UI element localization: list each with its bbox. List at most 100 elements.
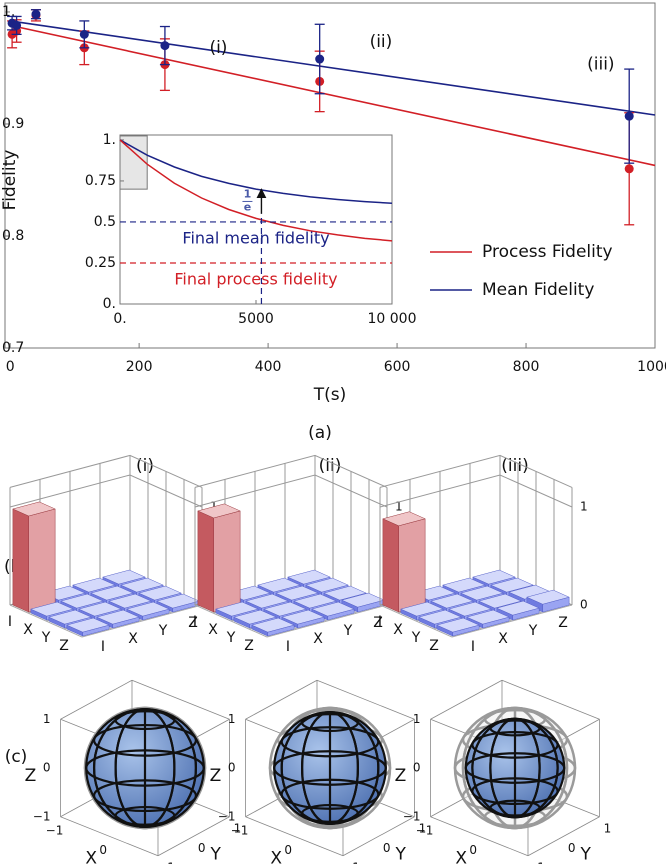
bar-face (263, 601, 307, 617)
cube-edge (342, 816, 415, 857)
x-tick-label: −1 (46, 823, 64, 837)
bar-face (472, 569, 516, 585)
axis-name: Z (210, 766, 222, 786)
cube-edge (131, 679, 230, 720)
z-tick-label: 1 (43, 712, 51, 726)
cube-edge (245, 816, 344, 857)
x-tick-label: 200 (126, 359, 153, 375)
axis-name: X (270, 848, 282, 864)
legend-label: Mean Fidelity (482, 280, 594, 300)
axis-name: Y (395, 844, 407, 864)
meridian (471, 717, 559, 819)
bar-face (30, 601, 74, 617)
bar-face (102, 569, 146, 585)
z-tick-label: 1 (413, 712, 421, 726)
wall-edge (379, 454, 573, 488)
z-tick-label: −1 (218, 809, 236, 823)
cube-edge (157, 816, 230, 857)
row-axis-label: I (378, 614, 382, 630)
wall-grid (379, 474, 573, 508)
meridian (280, 711, 380, 825)
bar-face (28, 508, 56, 613)
matrix-bar (382, 511, 426, 613)
bar-face (490, 577, 534, 593)
row-label: (c) (5, 747, 28, 767)
bar-face (215, 601, 259, 617)
bar-face (78, 601, 122, 617)
bar-face (293, 593, 337, 609)
data-point (31, 9, 41, 19)
bar-face (96, 609, 140, 625)
bar-face (398, 518, 426, 613)
row-axis-label: Y (411, 630, 421, 646)
fit-line (9, 24, 656, 167)
bloch-sphere: −1−1−1000111XYZ (395, 679, 611, 864)
cube-edge (316, 679, 415, 720)
bloch-sphere: −1−1−1000111XYZ (25, 679, 241, 864)
floor-grid (81, 604, 203, 638)
cube-edge (501, 679, 600, 720)
x-tick-label: −1 (231, 823, 249, 837)
axis-name: X (455, 848, 467, 864)
z-tick-label: 0 (228, 761, 236, 775)
fit-line (10, 20, 656, 116)
x-tick-label: −1 (416, 823, 434, 837)
bar-face (126, 601, 170, 617)
axis-name: X (85, 848, 97, 864)
state-sphere (85, 708, 205, 828)
y-tick-label: 0.8 (2, 228, 24, 244)
x-tick-label: 0 (469, 843, 477, 857)
bar-face (245, 593, 289, 609)
cube-edge (60, 816, 159, 857)
bar-face (251, 617, 295, 633)
bar-face (60, 593, 104, 609)
bar-face (233, 609, 277, 625)
z-tick-label: 1 (395, 500, 403, 514)
fraction-denominator: e (244, 200, 251, 213)
annotation: (iii) (587, 55, 614, 75)
z-tick-label: 0 (43, 761, 51, 775)
bar-face (138, 585, 182, 601)
column-title: (ii) (319, 456, 342, 476)
x-tick-label: 600 (384, 359, 411, 375)
bar-face (197, 503, 241, 519)
y-tick-label: 0.9 (2, 116, 24, 132)
axis-name: Y (580, 844, 592, 864)
y-tick-label: 0 (198, 841, 206, 855)
row-axis-label: X (208, 622, 218, 638)
y-axis-label: Fidelity (0, 150, 20, 211)
y-tick-label: −1 (342, 860, 360, 864)
bar-face (496, 600, 540, 616)
col-axis-label: Z (188, 615, 198, 631)
bar-face (287, 569, 331, 585)
z-tick-label: −1 (403, 809, 421, 823)
axis-name: Z (25, 766, 37, 786)
matrix-bar (251, 617, 295, 637)
row-axis-label: Z (59, 638, 69, 654)
col-axis-label: Y (343, 623, 353, 639)
cube-edge (527, 816, 600, 857)
col-axis-label: Y (528, 623, 538, 639)
bar-face (382, 511, 426, 527)
bar-face (400, 601, 444, 617)
bar-face (48, 609, 92, 625)
bar-face (12, 501, 56, 517)
z-tick-label: 1 (580, 500, 588, 514)
bar-face (382, 518, 399, 613)
bar-face (478, 593, 522, 609)
x-tick-label: 400 (255, 359, 282, 375)
plot-frame (4, 2, 656, 349)
bar-face (430, 593, 474, 609)
x-axis-label: T(s) (313, 385, 347, 405)
x-tick-label: 0 (6, 359, 15, 375)
data-point (79, 29, 89, 39)
x-tick-label: 1 (148, 862, 156, 864)
x-tick-label: 800 (513, 359, 540, 375)
col-axis-label: X (128, 631, 138, 647)
bar-face (213, 510, 241, 613)
meridian (92, 708, 198, 828)
